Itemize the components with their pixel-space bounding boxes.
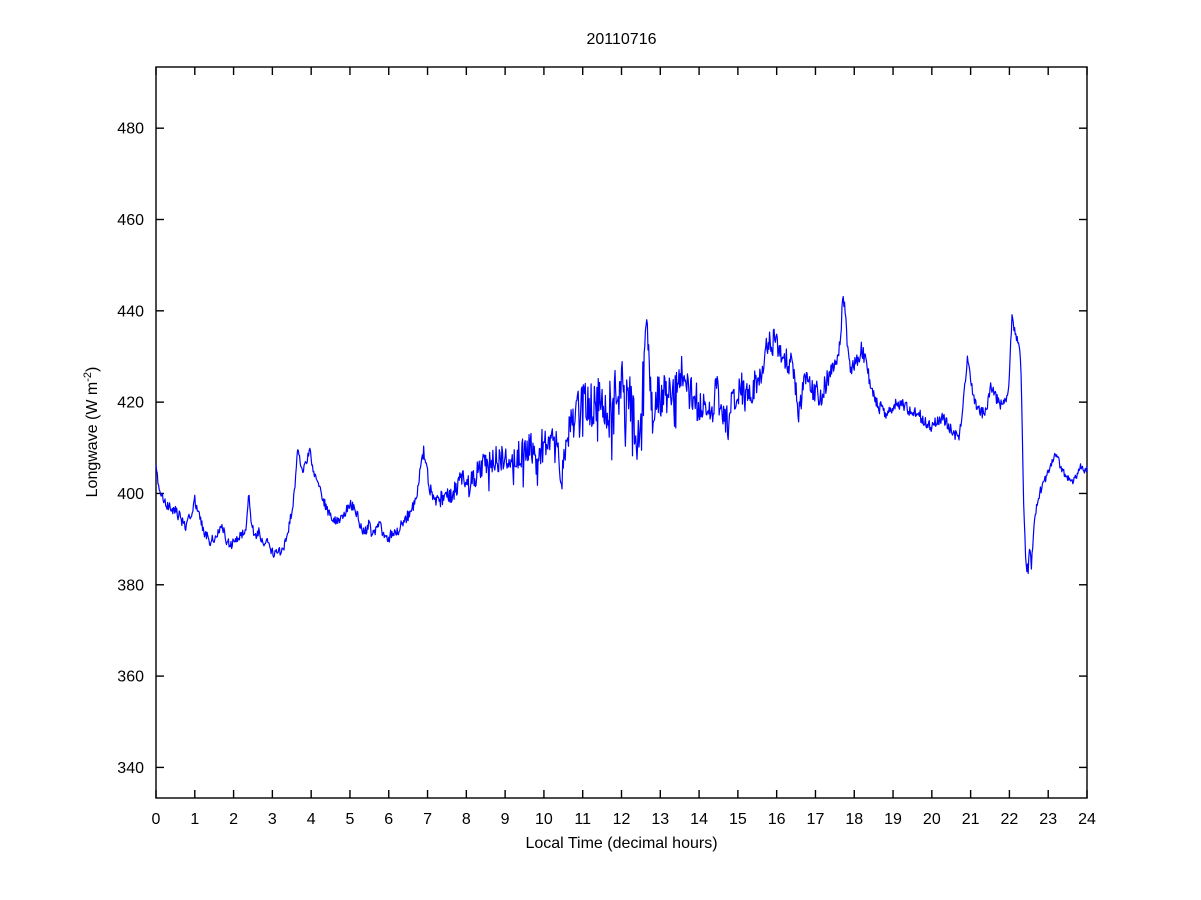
- chart-title: 20110716: [586, 31, 657, 48]
- y-axis-label: Longwave (W m-2): [82, 367, 102, 498]
- y-tick-label: 340: [117, 760, 144, 777]
- x-tick-label: 16: [768, 811, 786, 828]
- x-tick-label: 14: [690, 811, 708, 828]
- x-tick-label: 10: [535, 811, 553, 828]
- x-tick-label: 17: [807, 811, 825, 828]
- x-tick-label: 1: [190, 811, 199, 828]
- longwave-series-line: [155, 295, 1088, 575]
- y-tick-label: 460: [117, 212, 144, 229]
- x-tick-label: 0: [152, 811, 161, 828]
- y-tick-label: 480: [117, 121, 144, 138]
- x-tick-label: 11: [574, 811, 591, 828]
- x-tick-label: 8: [462, 811, 471, 828]
- x-tick-label: 5: [346, 811, 355, 828]
- x-tick-label: 21: [962, 811, 980, 828]
- y-tick-label: 400: [117, 486, 144, 503]
- x-tick-label: 2: [229, 811, 238, 828]
- x-tick-label: 24: [1078, 811, 1096, 828]
- x-tick-label: 15: [729, 811, 747, 828]
- y-axis-label-text: Longwave (W m: [84, 381, 102, 498]
- x-tick-label: 22: [1001, 811, 1019, 828]
- x-tick-label: 9: [501, 811, 510, 828]
- y-tick-label: 420: [117, 395, 144, 412]
- x-tick-label: 23: [1039, 811, 1057, 828]
- x-tick-label: 20: [923, 811, 941, 828]
- axis-box: [155, 66, 1088, 799]
- x-tick-label: 7: [423, 811, 432, 828]
- x-tick-label: 13: [651, 811, 669, 828]
- x-axis-label: Local Time (decimal hours): [525, 835, 718, 852]
- x-tick-label: 19: [884, 811, 902, 828]
- x-tick-label: 12: [613, 811, 631, 828]
- y-tick-label: 440: [117, 303, 144, 320]
- y-axis-label-exponent: -2: [81, 371, 94, 382]
- x-tick-label: 3: [268, 811, 277, 828]
- x-tick-label: 4: [307, 811, 316, 828]
- x-tick-label: 18: [845, 811, 863, 828]
- y-tick-label: 380: [117, 577, 144, 594]
- y-tick-label: 360: [117, 669, 144, 686]
- x-tick-label: 6: [384, 811, 393, 828]
- y-axis-label-close: ): [84, 366, 102, 372]
